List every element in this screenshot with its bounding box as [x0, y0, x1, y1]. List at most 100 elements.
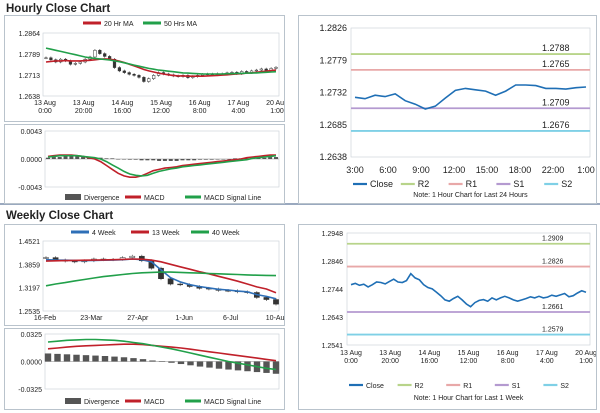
- hourly_macd-divergence-bar: [133, 159, 138, 160]
- hourly_macd-divergence-bar: [180, 159, 185, 161]
- weekly_price-ytick: 1.2535: [19, 309, 41, 316]
- hourly_macd-divergence-bar: [174, 159, 179, 161]
- hourly_price-candle-body: [264, 68, 268, 71]
- hourly_price-candle-body: [142, 77, 146, 82]
- hourly_price-xtick: 16 Aug: [189, 100, 211, 107]
- hourly_price-xtick: 4:00: [232, 108, 246, 115]
- hourly_24h-legend-label: S1: [513, 179, 524, 189]
- hourly_24h-legend-label: R1: [466, 179, 478, 189]
- hourly_macd-divergence-bar: [244, 158, 249, 159]
- hourly_price-candle-body: [103, 53, 107, 57]
- hourly_price-candle-body: [44, 57, 48, 59]
- weekly_price-ma40-line: [45, 271, 277, 287]
- weekly_hourly_week-legend-label: R2: [415, 383, 424, 390]
- weekly_macd-ytick: 0.0000: [21, 360, 43, 367]
- hourly_macd-divergence-bar: [274, 157, 278, 159]
- weekly_macd-divergence-bar: [263, 361, 270, 373]
- weekly_hourly_week-close-line: [350, 272, 587, 308]
- weekly_hourly_week-r1-level-label: 1.2826: [542, 259, 564, 266]
- hourly_24h-ytick: 1.2779: [319, 55, 347, 65]
- hourly_macd-divergence-bar: [268, 157, 273, 159]
- weekly_hourly_week-xtick: 12:00: [460, 358, 478, 365]
- hourly_24h-ytick: 1.2732: [319, 88, 347, 98]
- weekly_price-plot-frame: [42, 240, 280, 312]
- hourly-price-panel: 1.2864 1.2789 1.2713 1.2638 13 Aug 0:00 13 Aug…: [4, 15, 285, 122]
- weekly_hourly_week-xtick: 15 Aug: [458, 350, 480, 357]
- weekly_macd-divergence-bar: [158, 361, 166, 362]
- hourly-macd-chart: 0.0043 0.0000 -0.0043 Divergence MACD MACD Si…: [18, 129, 280, 202]
- hourly_macd-divergence-bar: [209, 159, 214, 160]
- weekly_macd-divergence-bar: [149, 360, 156, 362]
- hourly_macd-divergence-bar: [227, 159, 232, 160]
- hourly_macd-divergence-bar: [221, 159, 226, 160]
- hourly_24h-note: Note: 1 Hour Chart for Last 24 Hours: [413, 192, 528, 199]
- hourly_24h-close-line: [354, 84, 587, 110]
- hourly_price-xtick: 13 Aug: [73, 100, 95, 107]
- weekly_hourly_week-legend-label: S1: [512, 383, 521, 390]
- hourly_24h-s1-level-label: 1.2709: [542, 97, 570, 107]
- hourly_macd-divergence-bar: [139, 159, 144, 161]
- hourly_24h-ytick: 1.2638: [319, 152, 347, 162]
- hourly_price-xtick: 1:00: [270, 108, 284, 115]
- weekly_hourly_week-ytick: 1.2744: [322, 287, 344, 294]
- weekly_macd-legend-label: Divergence: [84, 399, 120, 406]
- hourly_24h-xtick: 15:00: [476, 165, 499, 175]
- weekly_macd-divergence-bar: [206, 361, 213, 368]
- hourly_24h-s2-level-label: 1.2676: [542, 120, 570, 130]
- hourly_price-xtick: 13 Aug: [34, 100, 56, 107]
- hourly_macd-divergence-bar: [63, 156, 68, 159]
- weekly_macd-divergence-bar: [187, 361, 194, 366]
- hourly_macd-divergence-bar: [51, 157, 56, 159]
- weekly_hourly_week-xtick: 4:00: [540, 358, 554, 365]
- weekly_macd-divergence-bar: [215, 361, 223, 369]
- weekly-1week-panel: 1.2948 1.2846 1.2744 1.2643 1.2541 13 Aug 0:00…: [298, 224, 597, 410]
- weekly-section-title: Weekly Close Chart: [6, 210, 114, 222]
- weekly_hourly_week-legend-label: Close: [366, 383, 384, 390]
- weekly-price-panel: 1.4521 1.3859 1.3197 1.2535 16-Feb 23-Mar 27-A…: [4, 224, 285, 326]
- hourly_24h-legend-label: Close: [370, 179, 393, 189]
- hourly_price-candle-body: [132, 74, 136, 76]
- hourly_macd-divergence-bar: [57, 157, 62, 159]
- weekly_price-legend-label: 4 Week: [92, 230, 116, 237]
- weekly_macd-divergence-bar: [92, 355, 99, 362]
- weekly_price-xtick: 16-Feb: [34, 315, 56, 322]
- hourly_price-candle-body: [93, 50, 97, 58]
- weekly_hourly_week-xtick: 0:00: [344, 358, 358, 365]
- hourly_24h-xtick: 9:00: [412, 165, 430, 175]
- hourly_macd-divergence-bar: [110, 158, 115, 159]
- weekly_price-ytick: 1.4521: [19, 239, 41, 246]
- hourly_24h-ytick: 1.2685: [319, 120, 347, 130]
- weekly_macd-divergence-bar: [272, 361, 280, 374]
- hourly_price-ytick: 1.2789: [19, 52, 41, 59]
- hourly_macd-divergence-bar: [151, 159, 156, 161]
- weekly_price-candle-body: [43, 257, 49, 259]
- hourly_macd-divergence-bar: [262, 157, 267, 159]
- hourly_price-candle-body: [254, 69, 259, 72]
- hourly_macd-signal-line: [47, 154, 277, 177]
- weekly_hourly_week-note: Note: 1 Hour Chart for Last 1 Week: [414, 395, 524, 402]
- hourly-24h-panel: 1.2826 1.2779 1.2732 1.2685 1.2638 3:00 6:00 9:…: [298, 15, 597, 204]
- hourly_price-ytick: 1.2713: [19, 73, 41, 80]
- weekly_price-xtick: 1-Jun: [175, 315, 193, 322]
- hourly_price-ma50-line: [45, 47, 277, 75]
- hourly_price-candle-body: [274, 67, 278, 69]
- weekly_macd-signal-line: [47, 338, 277, 371]
- hourly_24h-r1-level-label: 1.2765: [542, 59, 570, 69]
- hourly_price-xtick: 8:00: [193, 108, 207, 115]
- weekly_hourly_week-xtick: 17 Aug: [536, 350, 558, 357]
- weekly_price-ytick: 1.3197: [19, 286, 41, 293]
- weekly_price-xtick: 23-Mar: [80, 315, 103, 322]
- hourly_price-xtick: 0:00: [38, 108, 52, 115]
- hourly_24h-xtick: 18:00: [509, 165, 532, 175]
- weekly_price-candle-body: [167, 278, 174, 285]
- hourly_macd-ytick: 0.0000: [21, 157, 43, 164]
- hourly_price-legend-label: 50 Hrs MA: [164, 21, 197, 28]
- weekly_macd-divergence-bar: [177, 361, 185, 365]
- hourly_macd-divergence-bar: [198, 159, 202, 160]
- weekly_macd-ytick: 0.0325: [21, 332, 43, 339]
- weekly_hourly_week-ytick: 1.2948: [322, 231, 344, 238]
- weekly_price-xtick: 27-Apr: [127, 315, 149, 322]
- weekly_price-candle-body: [273, 299, 279, 305]
- weekly_hourly_week-xtick: 16 Aug: [497, 350, 519, 357]
